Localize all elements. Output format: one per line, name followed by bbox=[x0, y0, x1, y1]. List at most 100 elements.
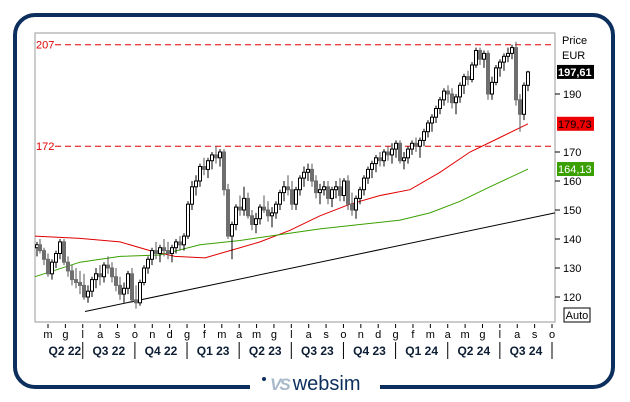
candle-body bbox=[414, 142, 418, 147]
candle-body bbox=[450, 93, 454, 104]
candle-body bbox=[130, 273, 134, 301]
level-label-207: 207 bbox=[36, 40, 54, 52]
month-label: g bbox=[184, 329, 190, 341]
candle-body bbox=[226, 189, 230, 237]
candle-body bbox=[78, 282, 82, 286]
candle-body bbox=[122, 287, 126, 295]
month-label: l bbox=[82, 329, 84, 341]
candle-body bbox=[62, 241, 66, 263]
auto-button-label[interactable]: Auto bbox=[566, 310, 589, 322]
ma-red-line bbox=[34, 123, 529, 259]
y-tick-label-130: 130 bbox=[563, 263, 581, 275]
candle-body bbox=[110, 267, 114, 278]
candle-body bbox=[342, 180, 346, 196]
candle-body bbox=[458, 84, 462, 98]
month-label: n bbox=[358, 329, 364, 341]
logo-dot-icon bbox=[262, 376, 266, 381]
candle-body bbox=[270, 212, 274, 217]
candle-body bbox=[178, 241, 182, 246]
month-label: f bbox=[203, 329, 207, 341]
candle-body bbox=[406, 148, 410, 159]
month-label: n bbox=[149, 329, 155, 341]
y-tick-label-120: 120 bbox=[563, 292, 581, 304]
candle-body bbox=[42, 250, 46, 260]
candle-body bbox=[150, 250, 154, 260]
candle-body bbox=[50, 261, 54, 275]
ma-red-badge: 179,73 bbox=[558, 119, 592, 131]
month-label: g bbox=[271, 329, 277, 341]
candle-body bbox=[454, 96, 458, 104]
candle-body bbox=[210, 154, 214, 162]
last-price-badge-bg bbox=[557, 64, 594, 79]
month-label: d bbox=[375, 329, 381, 341]
quarter-label: Q2 23 bbox=[249, 344, 282, 358]
month-label: o bbox=[340, 329, 346, 341]
candle-body bbox=[134, 299, 138, 304]
candle-body bbox=[294, 189, 298, 205]
candle-body bbox=[486, 52, 490, 95]
candle-body bbox=[362, 177, 366, 191]
candle-body bbox=[426, 122, 430, 133]
month-label: m bbox=[217, 329, 226, 341]
quarter-label: Q3 23 bbox=[301, 344, 334, 358]
candle-body bbox=[242, 197, 246, 211]
month-label: g bbox=[393, 329, 399, 341]
ma-green-line bbox=[34, 168, 529, 278]
candle-body bbox=[438, 99, 442, 110]
trend-line bbox=[84, 212, 556, 312]
candle-body bbox=[358, 189, 362, 199]
candle-body bbox=[274, 203, 278, 214]
ma-red-badge-bg bbox=[557, 116, 594, 131]
candle-body bbox=[106, 264, 110, 269]
candle-body bbox=[418, 139, 422, 147]
candle-body bbox=[478, 50, 482, 60]
candle-body bbox=[410, 142, 414, 150]
candle-body bbox=[318, 189, 322, 194]
candle-body bbox=[354, 197, 358, 211]
candle-body bbox=[442, 90, 446, 101]
month-label: d bbox=[167, 329, 173, 341]
axis-price-label: Price bbox=[562, 35, 587, 47]
month-label: m bbox=[252, 329, 261, 341]
candle-body bbox=[254, 218, 258, 225]
candle-body bbox=[202, 166, 206, 170]
candle-body bbox=[330, 189, 334, 199]
y-tick-label-150: 150 bbox=[563, 205, 581, 217]
candle-body bbox=[154, 250, 158, 255]
month-label: s bbox=[323, 329, 329, 341]
month-label: f bbox=[411, 329, 415, 341]
candle-body bbox=[470, 64, 474, 80]
last-price-badge: 197,61 bbox=[558, 67, 592, 79]
month-label: a bbox=[97, 329, 104, 341]
candle-body bbox=[82, 284, 86, 298]
candle-body bbox=[70, 270, 74, 281]
candle-body bbox=[182, 235, 186, 246]
candle-body bbox=[434, 108, 438, 118]
candle-body bbox=[518, 99, 522, 115]
month-label: m bbox=[461, 329, 470, 341]
candle-body bbox=[322, 186, 326, 191]
quarter-label: Q1 24 bbox=[405, 344, 438, 358]
candle-body bbox=[74, 279, 78, 284]
candle-body bbox=[170, 247, 174, 254]
candle-body bbox=[402, 157, 406, 162]
candle-body bbox=[162, 247, 166, 252]
ma-green-badge-bg bbox=[557, 162, 594, 177]
candle-body bbox=[54, 253, 58, 263]
candle-body bbox=[374, 157, 378, 165]
candle-body bbox=[266, 209, 270, 217]
candle-body bbox=[390, 148, 394, 156]
candle-body bbox=[494, 67, 498, 83]
candle-body bbox=[398, 142, 402, 162]
auto-button[interactable] bbox=[563, 307, 591, 323]
candle-body bbox=[366, 168, 370, 179]
candle-body bbox=[166, 250, 170, 255]
candle-body bbox=[286, 186, 290, 191]
candle-body bbox=[382, 151, 386, 162]
candle-body bbox=[86, 290, 90, 298]
quarter-label: Q3 24 bbox=[510, 344, 543, 358]
candle-body bbox=[474, 50, 478, 66]
candle-body bbox=[394, 142, 398, 150]
candle-body bbox=[334, 186, 338, 191]
